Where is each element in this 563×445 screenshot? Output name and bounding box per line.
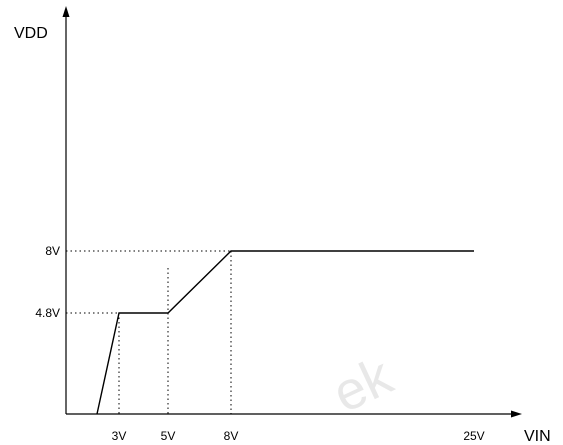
y-tick-labels: 4.8V 8V bbox=[35, 244, 60, 320]
x-tick-label: 8V bbox=[224, 429, 239, 443]
x-tick-label: 3V bbox=[112, 429, 127, 443]
x-tick-label: 5V bbox=[161, 429, 176, 443]
x-axis-title: VIN bbox=[524, 428, 551, 445]
x-tick-label: 25V bbox=[463, 429, 484, 443]
y-axis-title: VDD bbox=[14, 25, 48, 42]
watermark: ek bbox=[324, 345, 402, 424]
vdd-curve bbox=[96, 250, 474, 415]
y-tick-label: 4.8V bbox=[35, 306, 60, 320]
x-tick-labels: 3V 5V 8V 25V bbox=[112, 429, 485, 443]
y-axis-arrow bbox=[62, 6, 70, 17]
y-tick-label: 8V bbox=[45, 244, 60, 258]
guide-lines bbox=[66, 250, 232, 414]
x-axis-arrow bbox=[511, 410, 522, 418]
